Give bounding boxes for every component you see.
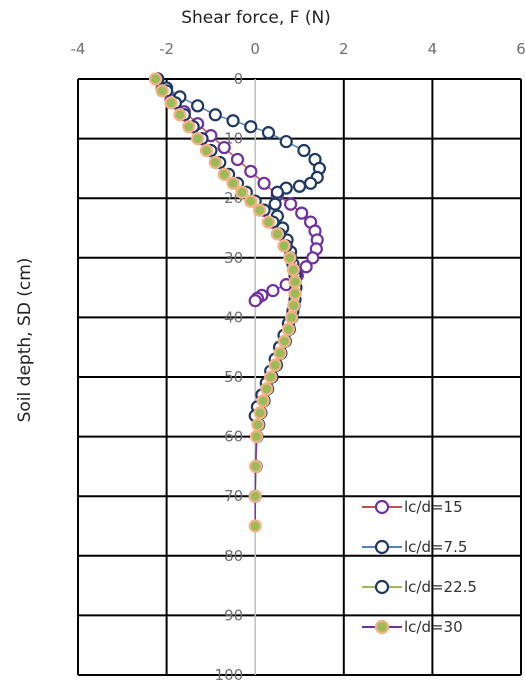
data-point: [226, 114, 240, 128]
data-point: [264, 370, 278, 384]
legend-marker: [374, 619, 390, 635]
data-point: [266, 283, 280, 298]
data-point: [191, 99, 205, 113]
data-point: [164, 96, 178, 110]
data-point: [217, 140, 231, 155]
data-point: [261, 215, 276, 229]
data-point: [292, 179, 307, 193]
data-point: [270, 185, 284, 199]
data-point: [226, 176, 240, 190]
legend-marker: [374, 579, 390, 595]
data-point: [286, 263, 300, 277]
data-point: [208, 155, 222, 170]
data-point: [230, 152, 245, 167]
x-tick-label: -4: [71, 40, 86, 58]
y-tick-label: 80: [224, 547, 243, 565]
data-point: [283, 251, 297, 265]
data-point: [284, 197, 298, 211]
data-point: [253, 406, 267, 420]
data-point: [155, 84, 169, 98]
data-point: [270, 227, 284, 241]
y-tick-label: 90: [224, 606, 243, 624]
legend-label: lc/d=22.5: [404, 578, 477, 596]
data-point: [235, 185, 249, 199]
data-point: [249, 430, 264, 444]
data-point: [173, 108, 187, 122]
data-point: [217, 167, 231, 181]
y-tick-label: 100: [215, 666, 244, 681]
data-point: [148, 72, 163, 86]
data-point: [182, 120, 196, 134]
data-point: [273, 346, 287, 360]
data-point: [244, 120, 258, 134]
data-point: [277, 334, 292, 348]
x-axis-title: Shear force, F (N): [181, 8, 331, 28]
legend: lc/d=15 lc/d=7.5 lc/d=22.5 lc/d=30: [362, 498, 477, 636]
data-point: [191, 132, 205, 146]
y-tick-label: 60: [224, 428, 243, 446]
data-point: [299, 260, 313, 274]
legend-label: lc/d=30: [404, 618, 463, 636]
x-tick-label: 0: [250, 40, 260, 58]
data-point: [268, 358, 282, 372]
series-layer: [148, 72, 327, 533]
x-tick-labels: -4 -2 0 2 4 6: [71, 40, 525, 58]
data-point: [306, 251, 320, 265]
data-point: [208, 108, 222, 122]
plot-grid: [77, 78, 522, 676]
y-tick-label: 0: [234, 70, 244, 88]
data-point: [284, 310, 299, 324]
data-point: [287, 298, 301, 313]
data-point: [248, 489, 262, 503]
x-tick-label: -2: [159, 40, 174, 58]
data-point: [249, 459, 263, 473]
data-point: [257, 176, 271, 190]
y-tick-label: 50: [224, 368, 243, 386]
data-point: [268, 197, 282, 211]
data-point: [295, 206, 309, 220]
data-point: [244, 164, 258, 178]
x-tick-label: 4: [428, 40, 438, 58]
data-point: [261, 126, 276, 140]
data-point: [297, 143, 311, 158]
data-point: [248, 294, 262, 308]
y-tick-label: 70: [224, 487, 243, 505]
data-point: [281, 322, 296, 336]
data-point: [256, 394, 270, 408]
data-point: [260, 382, 274, 396]
data-point: [244, 194, 258, 208]
data-point: [248, 519, 262, 533]
data-point: [288, 275, 302, 289]
data-point: [253, 203, 267, 217]
data-point: [277, 239, 291, 253]
legend-marker: [374, 539, 390, 555]
series: [148, 72, 302, 533]
x-tick-label: 2: [339, 40, 349, 58]
y-tick-label: 30: [224, 249, 243, 267]
data-point: [279, 134, 293, 149]
legend-marker: [374, 499, 390, 515]
data-point: [251, 418, 265, 432]
data-point: [303, 176, 318, 190]
data-point: [199, 143, 214, 158]
y-axis-title: Soil depth, SD (cm): [15, 258, 35, 423]
y-tick-label: 40: [224, 308, 243, 326]
data-point: [288, 286, 302, 301]
legend-label: lc/d=15: [404, 498, 463, 516]
x-tick-label: 6: [516, 40, 525, 58]
legend-label: lc/d=7.5: [404, 538, 467, 556]
